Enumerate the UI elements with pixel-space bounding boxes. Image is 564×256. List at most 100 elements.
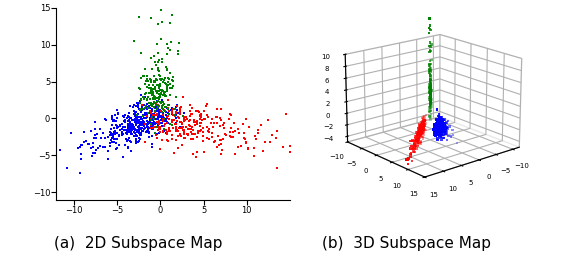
Point <box>171 110 180 114</box>
Point <box>157 137 166 142</box>
Point <box>249 154 258 158</box>
Point <box>162 106 171 110</box>
Point <box>119 115 128 119</box>
Point <box>154 108 163 112</box>
Point <box>146 89 155 93</box>
Point <box>193 122 202 126</box>
Point <box>158 77 167 81</box>
Point <box>147 111 156 115</box>
Point <box>133 120 142 124</box>
Point <box>154 72 163 77</box>
Point <box>166 40 175 44</box>
Point <box>153 112 162 116</box>
Point <box>140 111 149 115</box>
Point <box>121 118 130 122</box>
Point <box>109 126 118 131</box>
Point <box>195 121 204 125</box>
Point <box>175 126 184 130</box>
Point <box>138 95 147 99</box>
Point <box>135 115 144 120</box>
Point <box>164 139 173 143</box>
Point <box>155 89 164 93</box>
Point <box>155 109 164 113</box>
Point <box>155 110 164 114</box>
Point <box>126 129 135 133</box>
Point <box>218 148 227 152</box>
Point <box>148 127 157 131</box>
Point <box>112 119 121 123</box>
Point <box>171 114 180 119</box>
Point <box>166 47 175 51</box>
Point <box>173 119 182 123</box>
Point <box>183 127 192 132</box>
Point <box>177 121 186 125</box>
Point <box>119 132 128 136</box>
Point <box>155 86 164 90</box>
Point <box>203 115 212 119</box>
Point <box>222 133 231 137</box>
Point <box>86 146 95 150</box>
Point <box>163 120 172 124</box>
Point <box>151 109 160 113</box>
Point <box>135 86 144 90</box>
Point <box>129 103 138 107</box>
Point <box>0 207 2 211</box>
Point <box>163 111 172 115</box>
Point <box>183 117 192 121</box>
Point <box>218 137 227 142</box>
Point <box>151 86 160 90</box>
Point <box>142 112 151 116</box>
Point <box>128 123 137 127</box>
Point <box>143 119 152 123</box>
Point <box>156 101 165 105</box>
Point <box>155 104 164 108</box>
Point <box>127 126 136 130</box>
Point <box>125 127 134 131</box>
Point <box>193 109 202 113</box>
Point <box>190 120 199 124</box>
Point <box>188 137 197 141</box>
Point <box>143 74 152 79</box>
Point <box>127 118 136 122</box>
Point <box>67 131 76 135</box>
Point <box>176 120 185 124</box>
Point <box>174 111 183 115</box>
Point <box>185 127 194 131</box>
Point <box>141 122 150 126</box>
Point <box>122 128 131 132</box>
Point <box>151 87 160 91</box>
Point <box>180 111 189 115</box>
Point <box>146 110 155 114</box>
Point <box>129 105 138 109</box>
Point <box>144 111 153 115</box>
Point <box>127 128 136 132</box>
Point <box>135 128 144 132</box>
Point <box>151 101 160 105</box>
Point <box>182 132 191 136</box>
Point <box>109 134 118 138</box>
Point <box>112 147 121 151</box>
Point <box>155 119 164 123</box>
Point <box>171 121 180 125</box>
Point <box>174 133 183 137</box>
Point <box>153 107 162 111</box>
Point <box>217 138 226 143</box>
Point <box>153 83 162 87</box>
Point <box>191 109 200 113</box>
Point <box>142 85 151 89</box>
Point <box>163 121 172 125</box>
Point <box>163 67 172 71</box>
Point <box>146 109 155 113</box>
Point <box>191 123 200 127</box>
Point <box>171 113 180 117</box>
Point <box>241 117 250 121</box>
Point <box>282 112 291 116</box>
Point <box>147 142 156 146</box>
Point <box>166 86 175 90</box>
Point <box>178 124 187 129</box>
Point <box>174 52 183 56</box>
Point <box>136 123 146 127</box>
Point <box>171 111 180 115</box>
Point <box>179 119 188 123</box>
Point <box>173 108 182 112</box>
